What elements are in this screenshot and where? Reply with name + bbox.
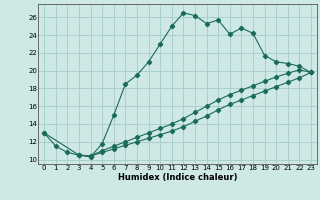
X-axis label: Humidex (Indice chaleur): Humidex (Indice chaleur) — [118, 173, 237, 182]
